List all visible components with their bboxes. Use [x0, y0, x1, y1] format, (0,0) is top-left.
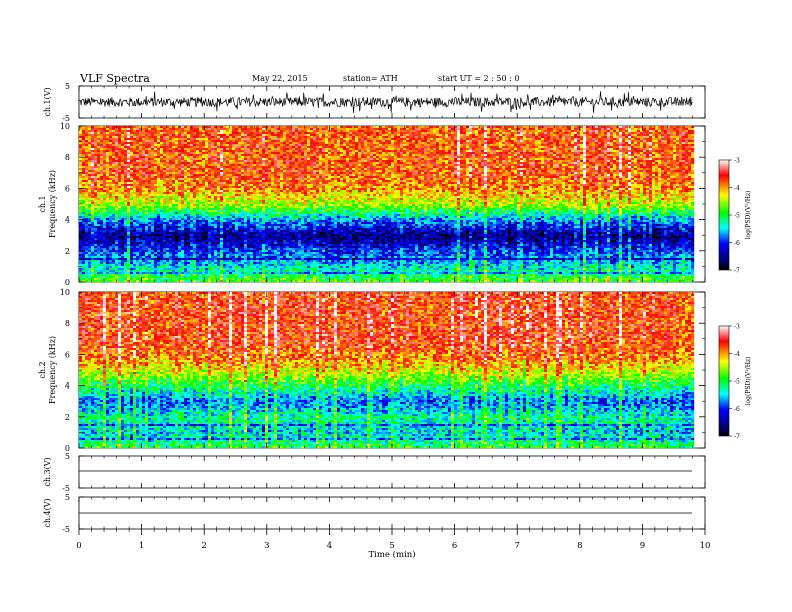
ch1-spec-ylabel: Frequency (kHz): [48, 170, 57, 238]
x-axis-label: Time (min): [368, 549, 415, 560]
x-axis: 0 1 2 3 4 5 6 7 8 9 10: [76, 86, 710, 551]
colorbar-tick-label: -5: [734, 379, 740, 386]
ch1-spec-ylabel-ch: ch.1: [38, 195, 47, 212]
start-time-label: start UT = 2 : 50 : 0: [438, 74, 519, 83]
colorbar-ch2: -3 -4 -5 -6 -7 log(PSD)(V²/Hz): [718, 324, 752, 441]
colorbar-ch1-label: log(PSD)(V²/Hz): [745, 191, 752, 240]
colorbar-tick-label: -4: [734, 351, 740, 358]
colorbar-tick-label: -6: [734, 406, 740, 413]
y-tick-label: 0: [65, 444, 70, 453]
colorbar-tick-label: -6: [734, 240, 740, 247]
ch2-spec-ylabel-ch: ch.2: [38, 361, 47, 378]
x-tick-label: 6: [452, 541, 457, 551]
figure-title: VLF Spectra: [80, 72, 150, 85]
x-tick-label: 8: [577, 541, 582, 551]
x-tick-label: 5: [389, 541, 394, 551]
ch4-wave-ylabel: ch.4(V): [43, 498, 52, 527]
y-tick-label: 4: [65, 382, 70, 391]
colorbar-ch2-label: log(PSD)(V²/Hz): [745, 357, 752, 406]
y-tick-label: 0: [65, 278, 70, 287]
ch1-wave-line: [78, 91, 693, 113]
y-tick-label: 8: [65, 153, 70, 162]
ch2-spectrogram-panel: 10 8 6 4 2 0: [60, 288, 706, 453]
colorbar-tick-label: -7: [734, 434, 740, 441]
ch1-spectrogram-panel: 10 8 6 4 2 0: [60, 122, 706, 287]
colorbar-tick-label: -5: [734, 213, 740, 220]
x-tick-label: 9: [640, 541, 645, 551]
y-tick-label: 5: [65, 452, 70, 461]
ch3-wave-ylabel: ch.3(V): [43, 457, 52, 486]
x-tick-label: 2: [201, 541, 206, 551]
date-label: May 22, 2015: [252, 74, 308, 83]
y-tick-label: 6: [65, 184, 70, 193]
colorbar-tick-label: -7: [734, 268, 740, 275]
ch1-wave-panel: 5 -5: [62, 82, 706, 123]
station-label: station= ATH: [343, 74, 398, 83]
y-tick-label: 2: [65, 413, 70, 422]
y-tick-label: 10: [60, 122, 70, 131]
ch2-spec-ylabel: Frequency (kHz): [48, 336, 57, 404]
y-tick-label: 5: [65, 82, 70, 91]
ch1-spectrogram: [79, 126, 695, 283]
y-tick-label: 10: [60, 288, 70, 297]
ch1-wave-ylabel: ch.1(V): [43, 87, 52, 116]
x-tick-label: 7: [514, 541, 519, 551]
colorbar-ch1: -3 -4 -5 -6 -7 log(PSD)(V²/Hz): [718, 158, 752, 275]
y-tick-label: -5: [62, 484, 70, 493]
ch2-spectrogram: [79, 292, 695, 449]
x-tick-label: 10: [700, 541, 711, 551]
x-tick-label: 1: [139, 541, 144, 551]
ch3-wave-panel: 5 -5: [62, 452, 706, 493]
colorbar-tick-label: -3: [734, 324, 740, 331]
colorbar-tick-label: -4: [734, 185, 740, 192]
y-tick-label: 8: [65, 319, 70, 328]
x-tick-label: 0: [76, 541, 81, 551]
colorbar-tick-label: -3: [734, 158, 740, 165]
x-tick-label: 3: [264, 541, 269, 551]
y-tick-label: 6: [65, 350, 70, 359]
ch4-wave-panel: 5 -5: [62, 493, 706, 534]
y-tick-label: 5: [65, 493, 70, 502]
y-tick-label: -5: [62, 525, 70, 534]
y-tick-label: 4: [65, 216, 70, 225]
x-tick-label: 4: [327, 541, 332, 551]
y-tick-label: 2: [65, 247, 70, 256]
y-tick-label: -5: [62, 114, 70, 123]
